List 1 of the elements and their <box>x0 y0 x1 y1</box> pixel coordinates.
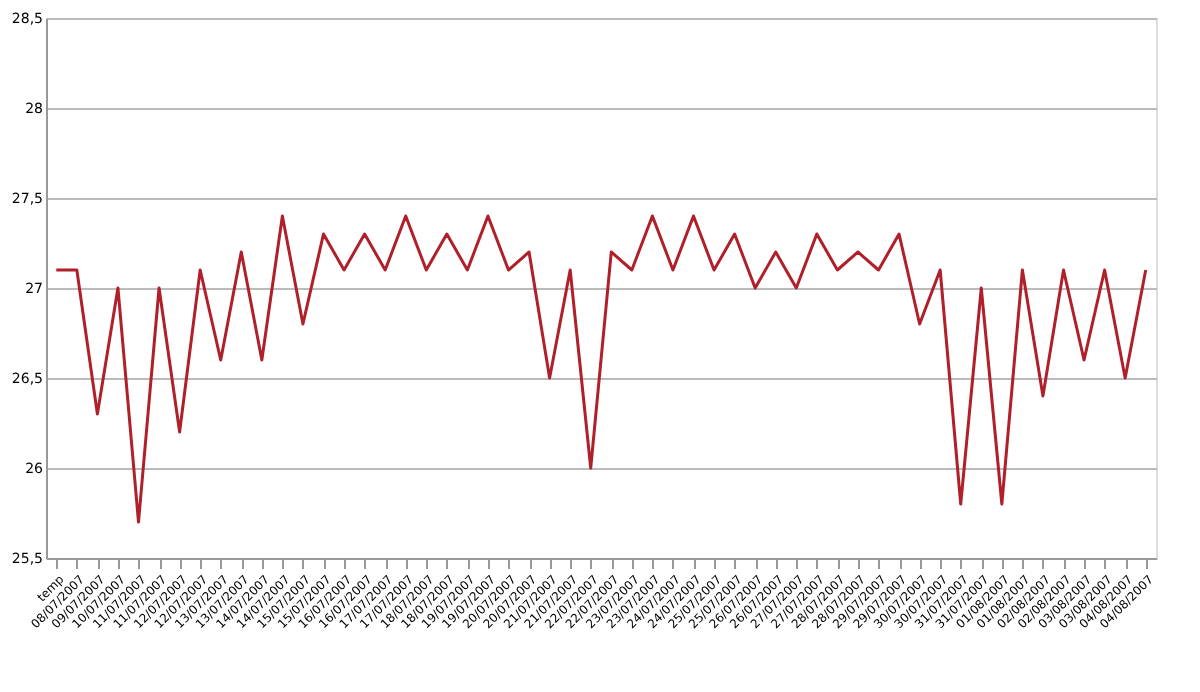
line-series <box>54 214 1148 524</box>
